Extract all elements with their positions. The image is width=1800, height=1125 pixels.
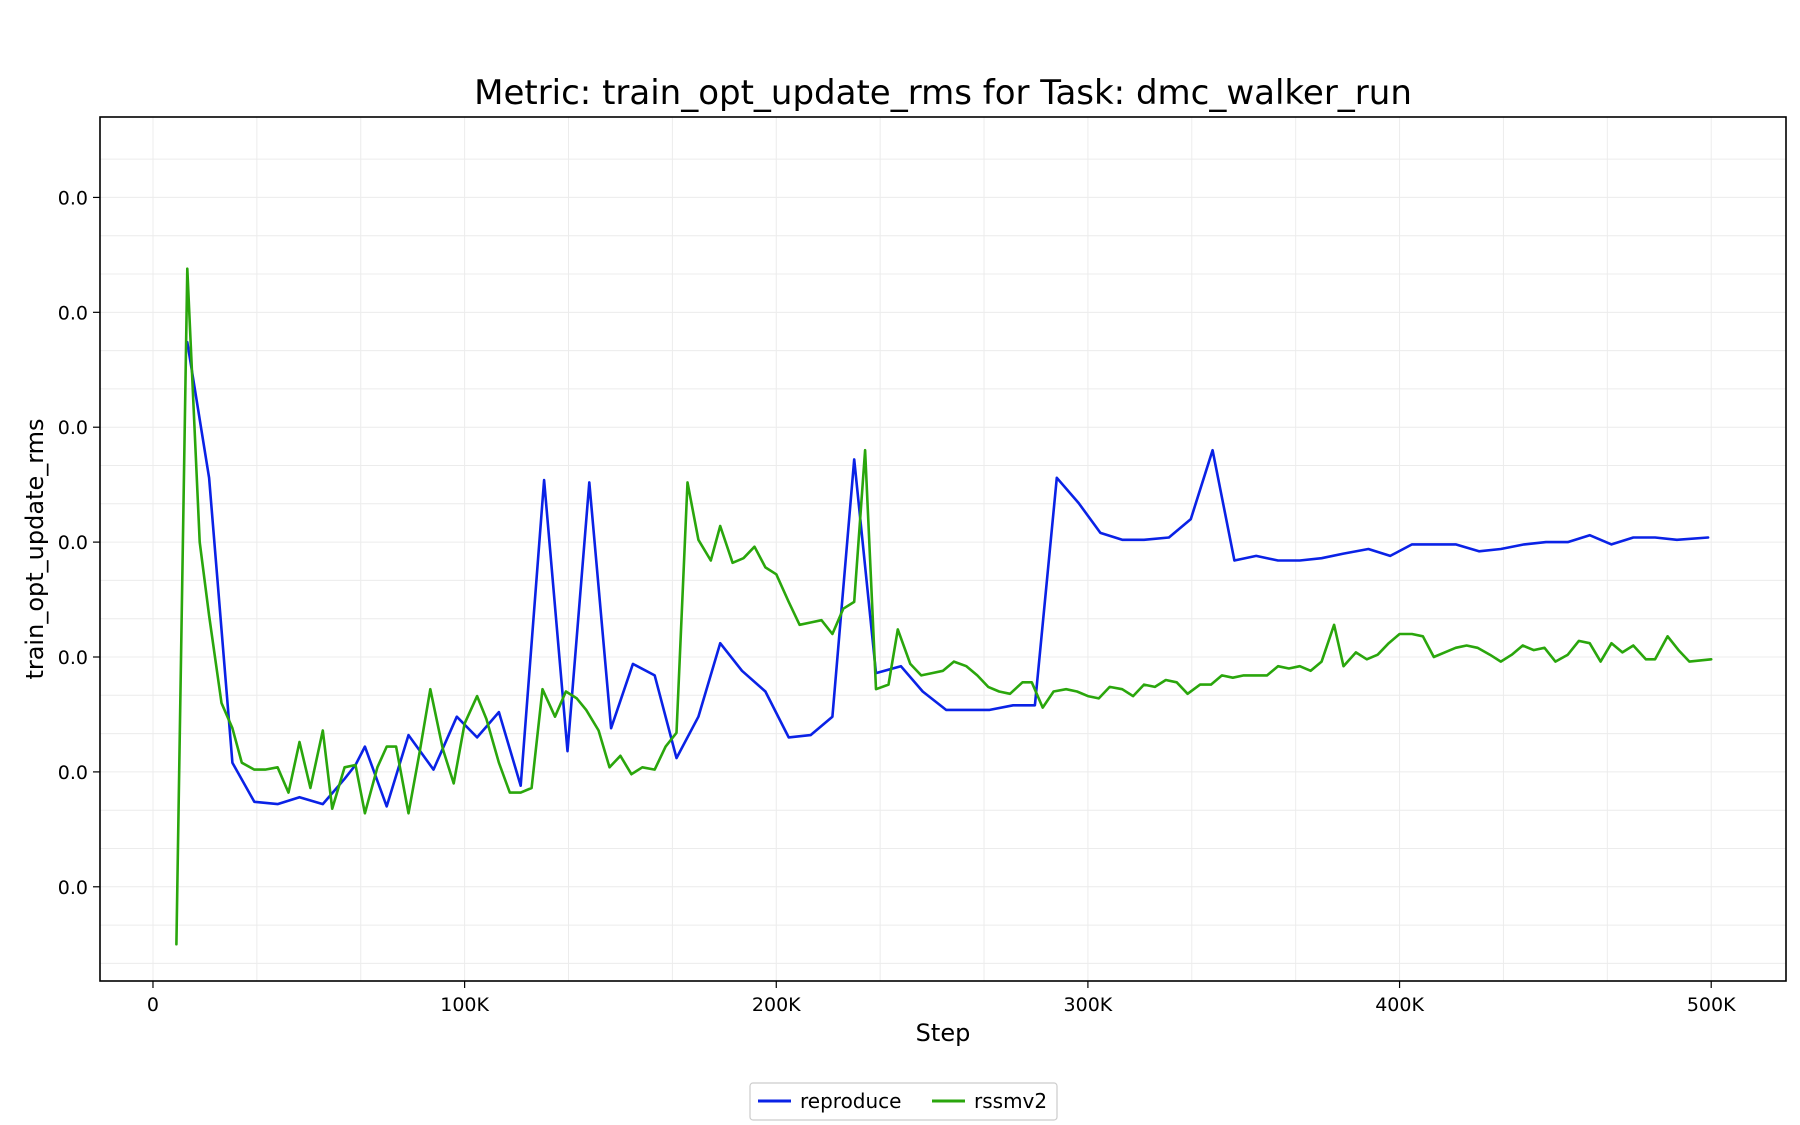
y-axis-label: train_opt_update_rms	[21, 418, 49, 679]
plot-area-frame	[99, 116, 1787, 982]
y-tick-label: 0.0	[58, 762, 88, 784]
x-tick-label: 300K	[1064, 994, 1113, 1016]
x-tick-label: 200K	[752, 994, 801, 1016]
legend-label-rssmv2: rssmv2	[974, 1089, 1047, 1113]
y-tick-label: 0.0	[58, 417, 88, 439]
legend-label-reproduce: reproduce	[800, 1089, 901, 1113]
y-tick-label: 0.0	[58, 877, 88, 899]
x-axis-ticks: 0 100K 200K 300K 400K 500K	[147, 981, 1736, 1016]
y-tick-label: 0.0	[58, 532, 88, 554]
grid-lines	[100, 117, 1786, 981]
y-tick-label: 0.0	[58, 647, 88, 669]
series-line-reproduce	[186, 340, 1710, 808]
legend: reproduce rssmv2	[749, 1082, 1058, 1121]
x-tick-label: 500K	[1687, 994, 1736, 1016]
series-lines	[175, 267, 1713, 946]
chart-title: Metric: train_opt_update_rms for Task: d…	[474, 73, 1412, 113]
y-tick-label: 0.0	[58, 187, 88, 209]
series-line-rssmv2	[175, 267, 1713, 946]
x-tick-label: 0	[147, 994, 159, 1016]
legend-box	[749, 1082, 1058, 1121]
x-axis-label: Step	[916, 1019, 971, 1047]
x-tick-label: 100K	[440, 994, 489, 1016]
x-tick-label: 400K	[1375, 994, 1424, 1016]
y-axis-ticks: 0.0 0.0 0.0 0.0 0.0 0.0 0.0	[58, 187, 100, 899]
y-tick-label: 0.0	[58, 302, 88, 324]
